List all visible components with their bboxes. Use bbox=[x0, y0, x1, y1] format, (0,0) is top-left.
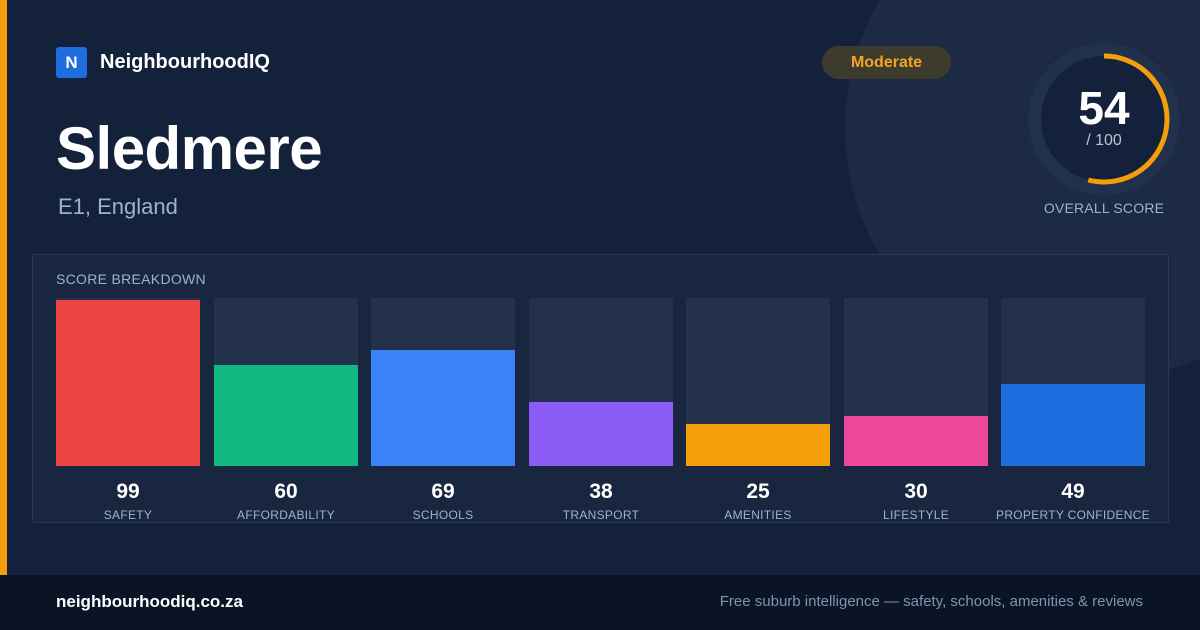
bar-fill bbox=[371, 350, 515, 466]
brand-name: NeighbourhoodIQ bbox=[100, 51, 270, 73]
bar-value-label: 60 bbox=[274, 480, 298, 503]
footer: neighbourhoodiq.co.za Free suburb intell… bbox=[0, 575, 1200, 630]
footer-site-link[interactable]: neighbourhoodiq.co.za bbox=[56, 592, 243, 611]
bar-value-label: 38 bbox=[589, 480, 613, 503]
accent-stripe bbox=[0, 0, 7, 575]
overall-score-max: / 100 bbox=[1086, 132, 1122, 149]
score-ring-inner bbox=[1041, 56, 1167, 182]
score-ring bbox=[1028, 43, 1180, 195]
bar-transport: 38 TRANSPORT bbox=[529, 298, 673, 524]
bar-property-confidence: 49 PROPERTY CONFIDENCE bbox=[996, 298, 1150, 524]
bar-track bbox=[371, 298, 515, 466]
bar-category-label: AMENITIES bbox=[724, 508, 792, 522]
bar-category-label: TRANSPORT bbox=[562, 508, 640, 522]
location-subtitle: E1, England bbox=[58, 194, 178, 219]
bar-track bbox=[214, 298, 358, 466]
page-title: Sledmere bbox=[56, 115, 323, 182]
bar-value-label: 25 bbox=[746, 480, 770, 503]
bar-track bbox=[844, 298, 988, 466]
bar-category-label: AFFORDABILITY bbox=[237, 508, 335, 522]
bar-track bbox=[1001, 298, 1145, 466]
brand: N NeighbourhoodIQ bbox=[56, 47, 270, 78]
bar-schools: 69 SCHOOLS bbox=[371, 298, 515, 524]
footer-tagline: Free suburb intelligence — safety, schoo… bbox=[719, 593, 1143, 610]
bar-affordability: 60 AFFORDABILITY bbox=[214, 298, 358, 524]
bar-value-label: 99 bbox=[116, 480, 140, 503]
chart-title: SCORE BREAKDOWN bbox=[56, 271, 206, 287]
bar-track bbox=[56, 298, 200, 466]
bar-value-label: 49 bbox=[1061, 480, 1085, 503]
bar-category-label: LIFESTYLE bbox=[882, 508, 950, 522]
bar-fill bbox=[844, 416, 988, 466]
score-ring-progress bbox=[1038, 53, 1170, 185]
bar-fill bbox=[529, 402, 673, 466]
bar-track bbox=[686, 298, 830, 466]
bar-fill bbox=[56, 300, 200, 466]
overall-score-caption: OVERALL SCORE bbox=[1043, 200, 1165, 216]
overall-score-value: 54 bbox=[1078, 82, 1130, 134]
share-card: N NeighbourhoodIQ Sledmere E1, England M… bbox=[0, 0, 1180, 575]
bar-safety: 99 SAFETY bbox=[56, 298, 200, 524]
bar-fill bbox=[686, 424, 830, 466]
bar-category-label: SCHOOLS bbox=[412, 508, 474, 522]
bar-category-label: SAFETY bbox=[103, 508, 153, 522]
bar-lifestyle: 30 LIFESTYLE bbox=[844, 298, 988, 524]
brand-logo-icon: N bbox=[56, 47, 87, 78]
bar-amenities: 25 AMENITIES bbox=[686, 298, 830, 524]
bar-category-label: PROPERTY CONFIDENCE bbox=[996, 508, 1150, 522]
bar-track bbox=[529, 298, 673, 466]
rating-badge: Moderate bbox=[822, 46, 951, 79]
bar-fill bbox=[1001, 384, 1145, 466]
bar-value-label: 30 bbox=[904, 480, 928, 503]
bar-value-label: 69 bbox=[431, 480, 455, 503]
bar-fill bbox=[214, 365, 358, 466]
